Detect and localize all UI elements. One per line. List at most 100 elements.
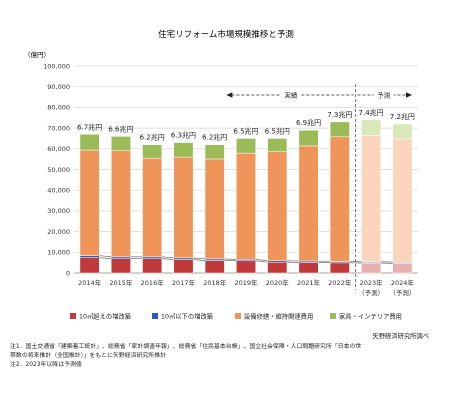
chart-title: 住宅リフォーム市場規模推移と予測 xyxy=(158,29,294,40)
x-tick-label: 2019年 xyxy=(234,278,258,287)
bar-segment xyxy=(79,257,100,274)
series-connector xyxy=(99,257,112,260)
series-connector xyxy=(193,257,206,260)
x-tick-label: 2021年 xyxy=(297,278,321,287)
bar-segment xyxy=(79,134,100,151)
series-connector xyxy=(193,259,206,261)
bar-segment xyxy=(298,262,319,274)
bar-segment xyxy=(110,258,131,274)
legend: 10㎡超えの増改築 10㎡以下の増改築 設備修繕・維持関連費用 家具・インテリア費用 xyxy=(70,312,402,321)
bar-segment xyxy=(392,138,413,263)
bar-segment xyxy=(142,258,163,274)
bar-segment xyxy=(204,158,225,260)
bar-segment xyxy=(392,263,413,274)
actual-label: 実績 xyxy=(284,90,298,99)
x-tick-note: （予測） xyxy=(358,288,384,297)
bar-segment xyxy=(361,262,382,274)
total-label: 6.2兆円 xyxy=(140,133,165,142)
forecast-arrow-head xyxy=(406,92,412,98)
y-tick-label: 0 xyxy=(66,269,70,277)
x-tick-label: 2015年 xyxy=(109,278,133,287)
bar-segment xyxy=(361,119,382,136)
bar-segment xyxy=(110,256,131,259)
actual-arrow-head xyxy=(226,92,233,98)
x-tick-label: 2023年 xyxy=(360,278,384,287)
x-tick-label: 2024年 xyxy=(391,278,415,287)
total-label: 6.7兆円 xyxy=(77,122,102,131)
bar-segment xyxy=(79,149,100,256)
bar-segment xyxy=(173,259,194,274)
bar-segment xyxy=(361,135,382,263)
bar-segment xyxy=(204,144,225,160)
x-tick-note: （予測） xyxy=(389,288,415,297)
bar-segment xyxy=(298,145,319,262)
bars xyxy=(79,119,413,274)
legend-swatch xyxy=(330,313,336,319)
forecast-label: 予測 xyxy=(377,90,390,99)
x-tick-label: 2016年 xyxy=(141,278,165,287)
bar-segment xyxy=(110,136,131,151)
bar-segment xyxy=(267,151,288,262)
legend-label: 10㎡超えの増改築 xyxy=(79,312,132,321)
bar-segment xyxy=(173,142,194,158)
legend-label: 設備修繕・維持関連費用 xyxy=(244,312,313,321)
total-label: 6.9兆円 xyxy=(296,118,321,127)
bar-segment xyxy=(267,138,288,152)
bar-segment xyxy=(142,256,163,259)
y-tick-label: 20,000 xyxy=(47,228,70,236)
legend-swatch xyxy=(152,313,158,319)
total-label: 7.2兆円 xyxy=(390,112,415,121)
bar-segment xyxy=(267,261,288,274)
y-tick-label: 80,000 xyxy=(47,104,70,112)
x-tick-label: 2014年 xyxy=(78,278,102,287)
y-tick-label: 40,000 xyxy=(47,187,70,195)
bar-segment xyxy=(110,150,131,258)
bar-segment xyxy=(329,262,350,274)
y-tick-label: 50,000 xyxy=(47,166,70,174)
x-tick-label: 2018年 xyxy=(203,278,227,287)
series-connector xyxy=(255,260,268,263)
trend-lines xyxy=(99,255,393,264)
total-label: 7.3兆円 xyxy=(327,110,352,119)
legend-label: 家具・インテリア費用 xyxy=(339,312,402,321)
total-label: 7.4兆円 xyxy=(359,108,384,117)
y-tick-label: 90,000 xyxy=(47,83,70,91)
total-label: 6.3兆円 xyxy=(171,131,196,140)
y-tick-label: 30,000 xyxy=(47,207,70,215)
bar-segment xyxy=(392,123,413,140)
bar-segment xyxy=(79,255,100,258)
bar-segment xyxy=(236,152,256,260)
bar-segment xyxy=(329,136,350,262)
x-tick-label: 2017年 xyxy=(172,278,196,287)
bar-segment xyxy=(173,156,194,259)
actual-label-bg xyxy=(280,90,301,99)
total-label: 6.5兆円 xyxy=(233,126,258,135)
total-label: 6.2兆円 xyxy=(202,133,227,142)
bar-segment xyxy=(236,138,256,154)
series-connector xyxy=(161,258,174,260)
note-line-3: 注2．2023年以降は予測値 xyxy=(10,362,82,368)
total-label: 6.6兆円 xyxy=(108,124,133,133)
legend-swatch xyxy=(235,313,241,319)
bar-segment xyxy=(236,260,256,274)
y-axis-ticks: 0 10,000 20,000 30,000 40,000 50,000 60,000 70,… xyxy=(43,62,70,277)
series-connector xyxy=(255,259,268,262)
bar-segment xyxy=(329,121,350,138)
total-label: 6.5兆円 xyxy=(265,126,290,135)
period-annotations: 実績 予測 xyxy=(226,84,412,290)
y-tick-label: 10,000 xyxy=(47,249,70,257)
y-axis-unit: （億円） xyxy=(24,50,50,59)
y-tick-label: 70,000 xyxy=(47,124,70,132)
total-labels: 6.7兆円 6.6兆円 6.2兆円 6.3兆円 6.2兆円 6.5兆円 6.5兆円 6.9兆円… xyxy=(77,108,415,142)
legend-swatch xyxy=(70,313,76,319)
y-tick-label: 60,000 xyxy=(47,145,70,153)
bar-segment xyxy=(204,260,225,274)
bar-segment xyxy=(298,129,319,147)
x-tick-label: 2020年 xyxy=(266,278,290,287)
source-credit: 矢野経済研究所調べ xyxy=(372,333,429,340)
series-connector xyxy=(318,260,331,262)
y-tick-label: 100,000 xyxy=(43,62,70,70)
legend-label: 10㎡以下の増改築 xyxy=(161,312,214,321)
note-line-1: 注1．国土交通省「建築着工統計」、総務省「家計調査年報」、総務省「住民基本台帳」… xyxy=(10,344,362,350)
